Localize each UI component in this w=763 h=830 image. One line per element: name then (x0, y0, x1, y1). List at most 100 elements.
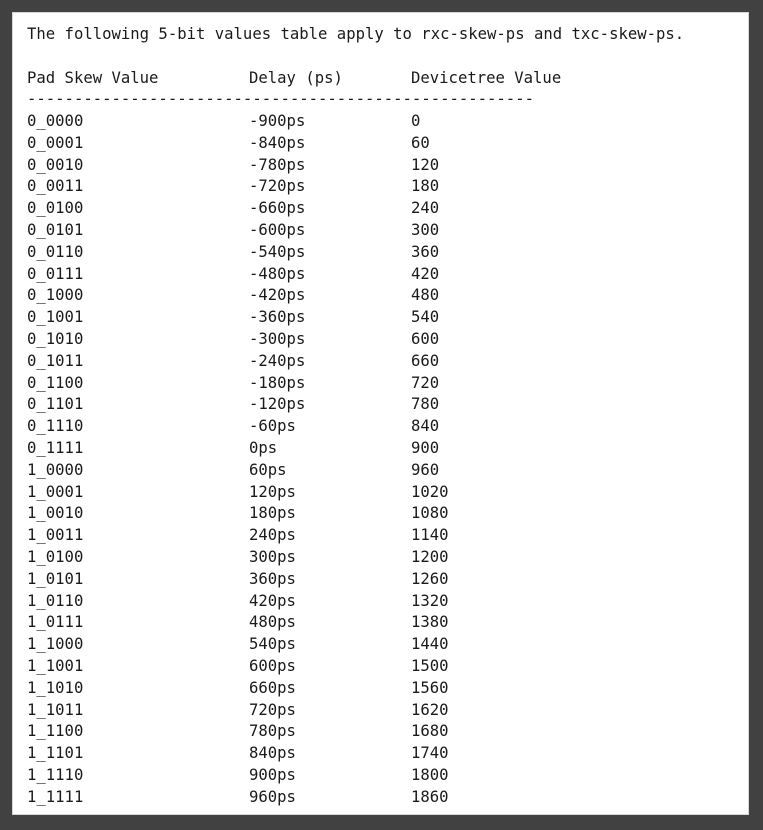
cell-pad-skew-value: 0_0011 (27, 177, 84, 196)
cell-pad-skew-value: 1_0011 (27, 526, 84, 545)
cell-delay: 420ps (249, 591, 296, 610)
cell-delay: -60ps (249, 417, 296, 436)
cell-devicetree-value: 780 (411, 395, 440, 414)
table-row: 0_0110 -540ps 360 (27, 242, 727, 264)
cell-devicetree-value: 480 (411, 286, 440, 305)
cell-devicetree-value: 1080 (411, 504, 449, 523)
cell-devicetree-value: 1560 (411, 678, 449, 697)
cell-devicetree-value: 420 (411, 264, 440, 283)
cell-pad-skew-value: 0_1001 (27, 308, 84, 327)
cell-pad-skew-value: 1_1000 (27, 635, 84, 654)
cell-pad-skew-value: 1_1010 (27, 678, 84, 697)
header-delay: Delay (ps) (249, 69, 343, 87)
cell-delay: -840ps (249, 133, 306, 152)
table-row: 0_1110 -60ps 840 (27, 416, 727, 438)
cell-devicetree-value: 1440 (411, 635, 449, 654)
cell-delay: 960ps (249, 787, 296, 806)
table-row: 0_0111 -480ps 420 (27, 264, 727, 286)
cell-pad-skew-value: 0_0110 (27, 242, 84, 261)
table-row: 1_0110 420ps 1320 (27, 591, 727, 613)
cell-delay: -360ps (249, 308, 306, 327)
cell-devicetree-value: 1500 (411, 656, 449, 675)
cell-devicetree-value: 1740 (411, 744, 449, 763)
cell-pad-skew-value: 1_0000 (27, 460, 84, 479)
cell-pad-skew-value: 0_0100 (27, 199, 84, 218)
cell-pad-skew-value: 0_0101 (27, 220, 84, 239)
table-row: 0_0001 -840ps 60 (27, 133, 727, 155)
cell-pad-skew-value: 0_1011 (27, 351, 84, 370)
cell-devicetree-value: 1380 (411, 613, 449, 632)
table-body: 0_0000 -900ps 0 0_0001 -840ps 60 0_0010 -780ps 1… (27, 111, 727, 809)
cell-pad-skew-value: 1_1100 (27, 722, 84, 741)
intro-text: The following 5-bit values table apply t… (27, 25, 685, 43)
cell-delay: 180ps (249, 504, 296, 523)
cell-devicetree-value: 120 (411, 155, 440, 174)
table-row: 0_1011 -240ps 660 (27, 351, 727, 373)
cell-pad-skew-value: 0_1101 (27, 395, 84, 414)
cell-devicetree-value: 0 (411, 112, 421, 130)
cell-delay: -720ps (249, 177, 306, 196)
cell-devicetree-value: 1020 (411, 482, 449, 501)
table-row: 1_1010 660ps 1560 (27, 678, 727, 700)
cell-delay: 360ps (249, 569, 296, 588)
table-row: 1_0100 300ps 1200 (27, 547, 727, 569)
table-row: 1_0010 180ps 1080 (27, 503, 727, 525)
table-row: 0_1100 -180ps 720 (27, 373, 727, 395)
table-row: 1_1001 600ps 1500 (27, 656, 727, 678)
cell-delay: -180ps (249, 373, 306, 392)
cell-delay: 120ps (249, 482, 296, 501)
cell-devicetree-value: 1680 (411, 722, 449, 741)
table-row: 0_0010 -780ps 120 (27, 155, 727, 177)
cell-delay: -900ps (249, 112, 306, 130)
cell-pad-skew-value: 0_1100 (27, 373, 84, 392)
cell-delay: -420ps (249, 286, 306, 305)
cell-delay: 900ps (249, 765, 296, 784)
cell-devicetree-value: 1260 (411, 569, 449, 588)
cell-pad-skew-value: 1_0110 (27, 591, 84, 610)
cell-pad-skew-value: 1_1101 (27, 744, 84, 763)
cell-devicetree-value: 240 (411, 199, 440, 218)
cell-devicetree-value: 840 (411, 417, 440, 436)
cell-devicetree-value: 600 (411, 329, 440, 348)
cell-delay: -480ps (249, 264, 306, 283)
cell-devicetree-value: 720 (411, 373, 440, 392)
cell-devicetree-value: 1140 (411, 526, 449, 545)
cell-delay: -240ps (249, 351, 306, 370)
table-row: 1_1000 540ps 1440 (27, 634, 727, 656)
cell-pad-skew-value: 1_1001 (27, 656, 84, 675)
cell-delay: 540ps (249, 635, 296, 654)
cell-delay: -660ps (249, 199, 306, 218)
cell-pad-skew-value: 0_0111 (27, 264, 84, 283)
cell-delay: 300ps (249, 547, 296, 566)
cell-devicetree-value: 960 (411, 460, 440, 479)
cell-pad-skew-value: 0_0001 (27, 133, 84, 152)
cell-pad-skew-value: 1_0001 (27, 482, 84, 501)
cell-pad-skew-value: 1_1111 (27, 787, 84, 806)
cell-delay: 60ps (249, 460, 287, 479)
header-pad-skew-value: Pad Skew Value (27, 69, 159, 87)
cell-delay: 0ps (249, 438, 278, 457)
cell-pad-skew-value: 1_1110 (27, 765, 84, 784)
table-row: 0_0011 -720ps 180 (27, 176, 727, 198)
cell-delay: -780ps (249, 155, 306, 174)
cell-devicetree-value: 660 (411, 351, 440, 370)
cell-delay: 840ps (249, 744, 296, 763)
table-row: 1_0111 480ps 1380 (27, 612, 727, 634)
table-row: 0_1101 -120ps 780 (27, 394, 727, 416)
table-row: 1_1111 960ps 1860 (27, 787, 727, 809)
cell-devicetree-value: 360 (411, 242, 440, 261)
table-row: 1_0101 360ps 1260 (27, 569, 727, 591)
document-frame: The following 5-bit values table apply t… (12, 12, 749, 815)
cell-delay: 780ps (249, 722, 296, 741)
table-row: 1_1110 900ps 1800 (27, 765, 727, 787)
table-row: 1_0001 120ps 1020 (27, 482, 727, 504)
cell-devicetree-value: 60 (411, 133, 430, 152)
cell-delay: 480ps (249, 613, 296, 632)
table-row: 0_0100 -660ps 240 (27, 198, 727, 220)
header-divider: ----------------------------------------… (27, 90, 534, 108)
table-row: 1_1101 840ps 1740 (27, 743, 727, 765)
table-row: 0_1001 -360ps 540 (27, 307, 727, 329)
cell-pad-skew-value: 1_0100 (27, 547, 84, 566)
cell-devicetree-value: 1320 (411, 591, 449, 610)
cell-devicetree-value: 900 (411, 438, 440, 457)
